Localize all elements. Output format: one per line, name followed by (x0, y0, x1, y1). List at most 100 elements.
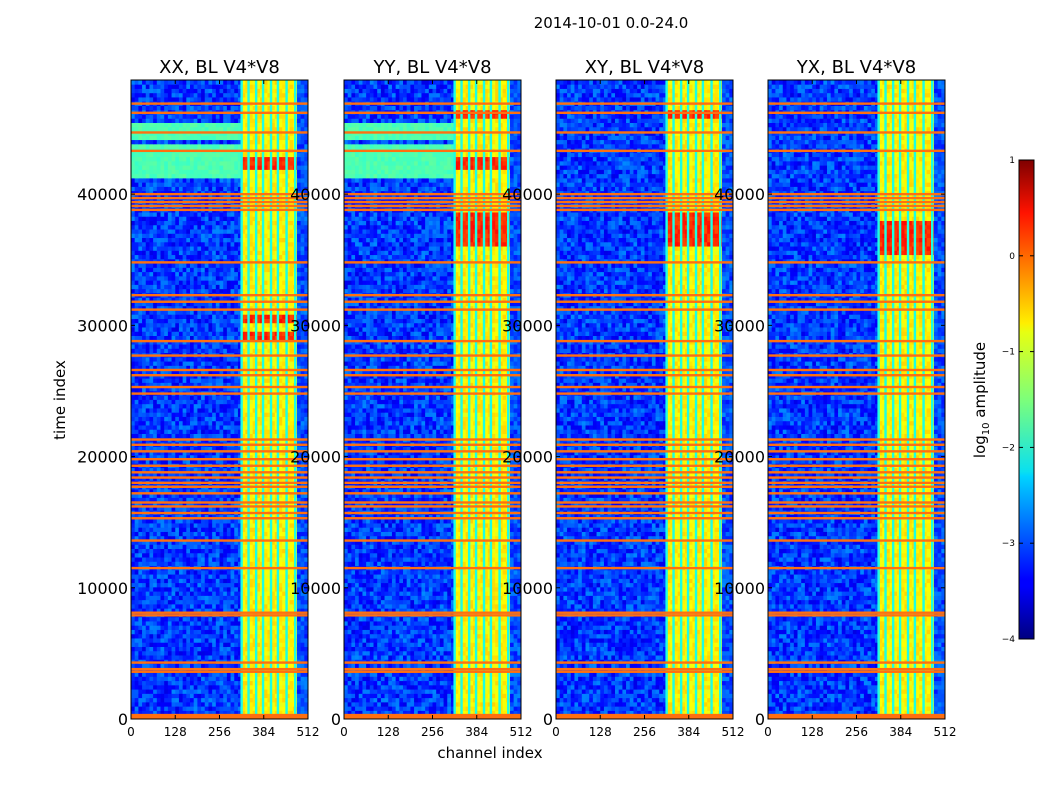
flagged-row (344, 539, 521, 542)
flagged-row (768, 339, 945, 343)
channel-stripe (913, 80, 917, 719)
colorbar-label: log10 amplitude (971, 342, 992, 458)
flagged-row (131, 566, 308, 570)
y-tick-label: 10000 (714, 579, 765, 598)
y-tick-label: 30000 (714, 316, 765, 335)
heatmap-cells (768, 80, 945, 719)
channel-stripe (931, 80, 934, 719)
flagged-row (344, 111, 521, 114)
channel-stripe (294, 80, 297, 719)
flagged-row (344, 505, 521, 508)
x-tick-label: 128 (164, 725, 187, 739)
channel-stripe (701, 80, 705, 719)
flagged-row (556, 566, 733, 570)
flagged-row (344, 471, 521, 474)
flagged-row (344, 385, 521, 389)
flagged-row (344, 670, 521, 673)
flagged-row (131, 450, 308, 453)
x-tick-label: 128 (589, 725, 612, 739)
flagged-row (556, 611, 733, 614)
flagged-row (131, 476, 308, 479)
channel-stripe (482, 80, 486, 719)
flagged-row (768, 670, 945, 673)
flagged-row (768, 481, 945, 485)
channel-stripe (474, 80, 478, 719)
y-tick-label: 0 (543, 710, 553, 729)
channel-stripe (694, 80, 698, 719)
flagged-row (556, 200, 733, 204)
flagged-row (556, 476, 733, 479)
flagged-row (768, 505, 945, 508)
colorbar-tick-label: −4 (1002, 635, 1016, 645)
x-tick-label: 0 (127, 725, 135, 739)
flagged-row (344, 339, 521, 343)
flagged-row (131, 505, 308, 508)
flagged-row (131, 131, 308, 134)
flagged-row (768, 464, 945, 467)
channel-stripe (498, 80, 501, 719)
flagged-row (344, 102, 521, 105)
flagged-row (344, 204, 521, 208)
flagged-row (131, 293, 308, 297)
flagged-row (768, 261, 945, 264)
channel-stripe (898, 80, 902, 719)
flagged-row (344, 511, 521, 515)
channel-stripe (877, 80, 880, 719)
panel-title: XY, BL V4*V8 (585, 57, 704, 78)
flagged-row (768, 517, 945, 520)
flagged-row (768, 354, 945, 357)
flagged-row (556, 492, 733, 495)
flagged-row (131, 539, 308, 542)
flagged-row (556, 374, 733, 377)
x-tick-label: 384 (889, 725, 912, 739)
y-tick-label: 20000 (714, 448, 765, 467)
flagged-row (556, 539, 733, 542)
flagged-row (131, 392, 308, 395)
flagged-row (131, 102, 308, 105)
flagged-row (768, 539, 945, 542)
flagged-row (768, 566, 945, 570)
flagged-row (344, 149, 521, 153)
flagged-row (131, 438, 308, 441)
flagged-row (768, 443, 945, 446)
flagged-row (131, 204, 308, 208)
y-tick-label: 30000 (502, 316, 553, 335)
flagged-row (556, 131, 733, 134)
x-tick-label: 256 (633, 725, 656, 739)
y-axis-label: time index (51, 360, 69, 440)
channel-stripe (686, 80, 690, 719)
flagged-row (556, 458, 733, 461)
colorbar-tick-label: −3 (1002, 539, 1015, 549)
flagged-row (768, 368, 945, 372)
flagged-row (556, 308, 733, 311)
flagged-row (768, 111, 945, 114)
flagged-row (768, 308, 945, 311)
flagged-row (556, 517, 733, 520)
x-tick-label: 128 (801, 725, 824, 739)
flagged-row (131, 385, 308, 389)
x-tick-label: 384 (465, 725, 488, 739)
flagged-row (768, 192, 945, 196)
panel-title: YY, BL V4*V8 (372, 57, 491, 78)
y-tick-label: 30000 (290, 316, 341, 335)
flagged-row (768, 492, 945, 495)
flagged-row (768, 485, 945, 488)
flagged-row (768, 374, 945, 377)
flagged-row (556, 501, 733, 504)
flagged-row (344, 476, 521, 479)
flagged-row (344, 464, 521, 467)
colorbar: 1 0 −1 −2 −3 −4 log10 amplitude (971, 156, 1035, 645)
flagged-row (768, 293, 945, 297)
flagged-row (768, 385, 945, 389)
figure-title: 2014-10-01 0.0-24.0 (534, 14, 689, 32)
flagged-row (556, 485, 733, 488)
channel-stripe (276, 80, 280, 719)
flagged-row (131, 667, 308, 671)
flagged-row (131, 200, 308, 204)
flagged-row (556, 511, 733, 515)
flagged-row (556, 339, 733, 343)
colorbar-tick-label: −2 (1002, 443, 1015, 453)
flagged-row (768, 131, 945, 134)
panel-title: YX, BL V4*V8 (796, 57, 916, 78)
